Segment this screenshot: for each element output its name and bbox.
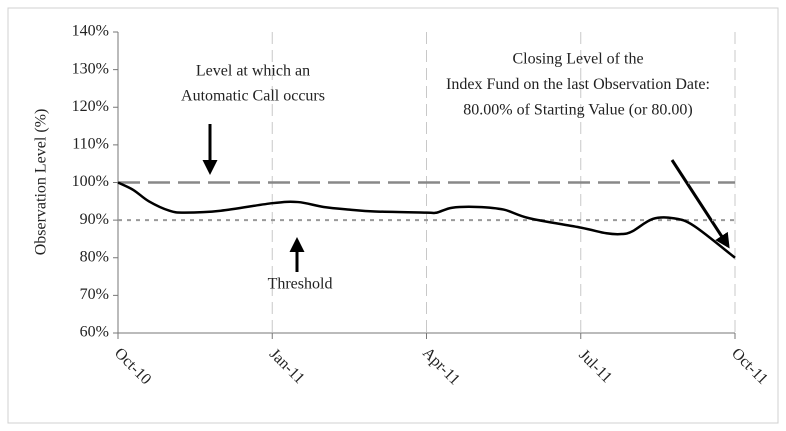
arrow — [670, 159, 730, 249]
y-tick-label: 120% — [72, 98, 109, 115]
y-tick-label: 140% — [72, 23, 109, 40]
annotation: 80.00% of Starting Value (or 80.00) — [463, 102, 692, 119]
y-tick-label: 110% — [72, 136, 109, 153]
frame — [7, 7, 779, 424]
y-tick-label: 130% — [72, 60, 109, 77]
x-tick-label: Oct-11 — [728, 345, 771, 388]
y-tick-label: 100% — [72, 173, 109, 190]
y-tick-label: 60% — [80, 324, 109, 341]
annotation: Automatic Call occurs — [181, 88, 325, 105]
y-tick-label: 90% — [80, 211, 109, 228]
y-tick-label: 80% — [80, 248, 109, 265]
x-tick-label: Apr-11 — [419, 344, 463, 388]
x-tick-label: Oct-10 — [111, 345, 154, 388]
annotation: Index Fund on the last Observation Date: — [446, 76, 710, 93]
y-tick-label: 70% — [80, 286, 109, 303]
x-tick-label: Jul-11 — [575, 346, 615, 386]
annotation: Closing Level of the — [512, 51, 643, 68]
x-tick-label: Jan-11 — [266, 346, 308, 388]
annotation: Threshold — [268, 276, 333, 293]
annotation: Level at which an — [196, 63, 310, 80]
data-line — [117, 181, 736, 259]
y-axis-label: Observation Level (%) — [33, 109, 50, 256]
